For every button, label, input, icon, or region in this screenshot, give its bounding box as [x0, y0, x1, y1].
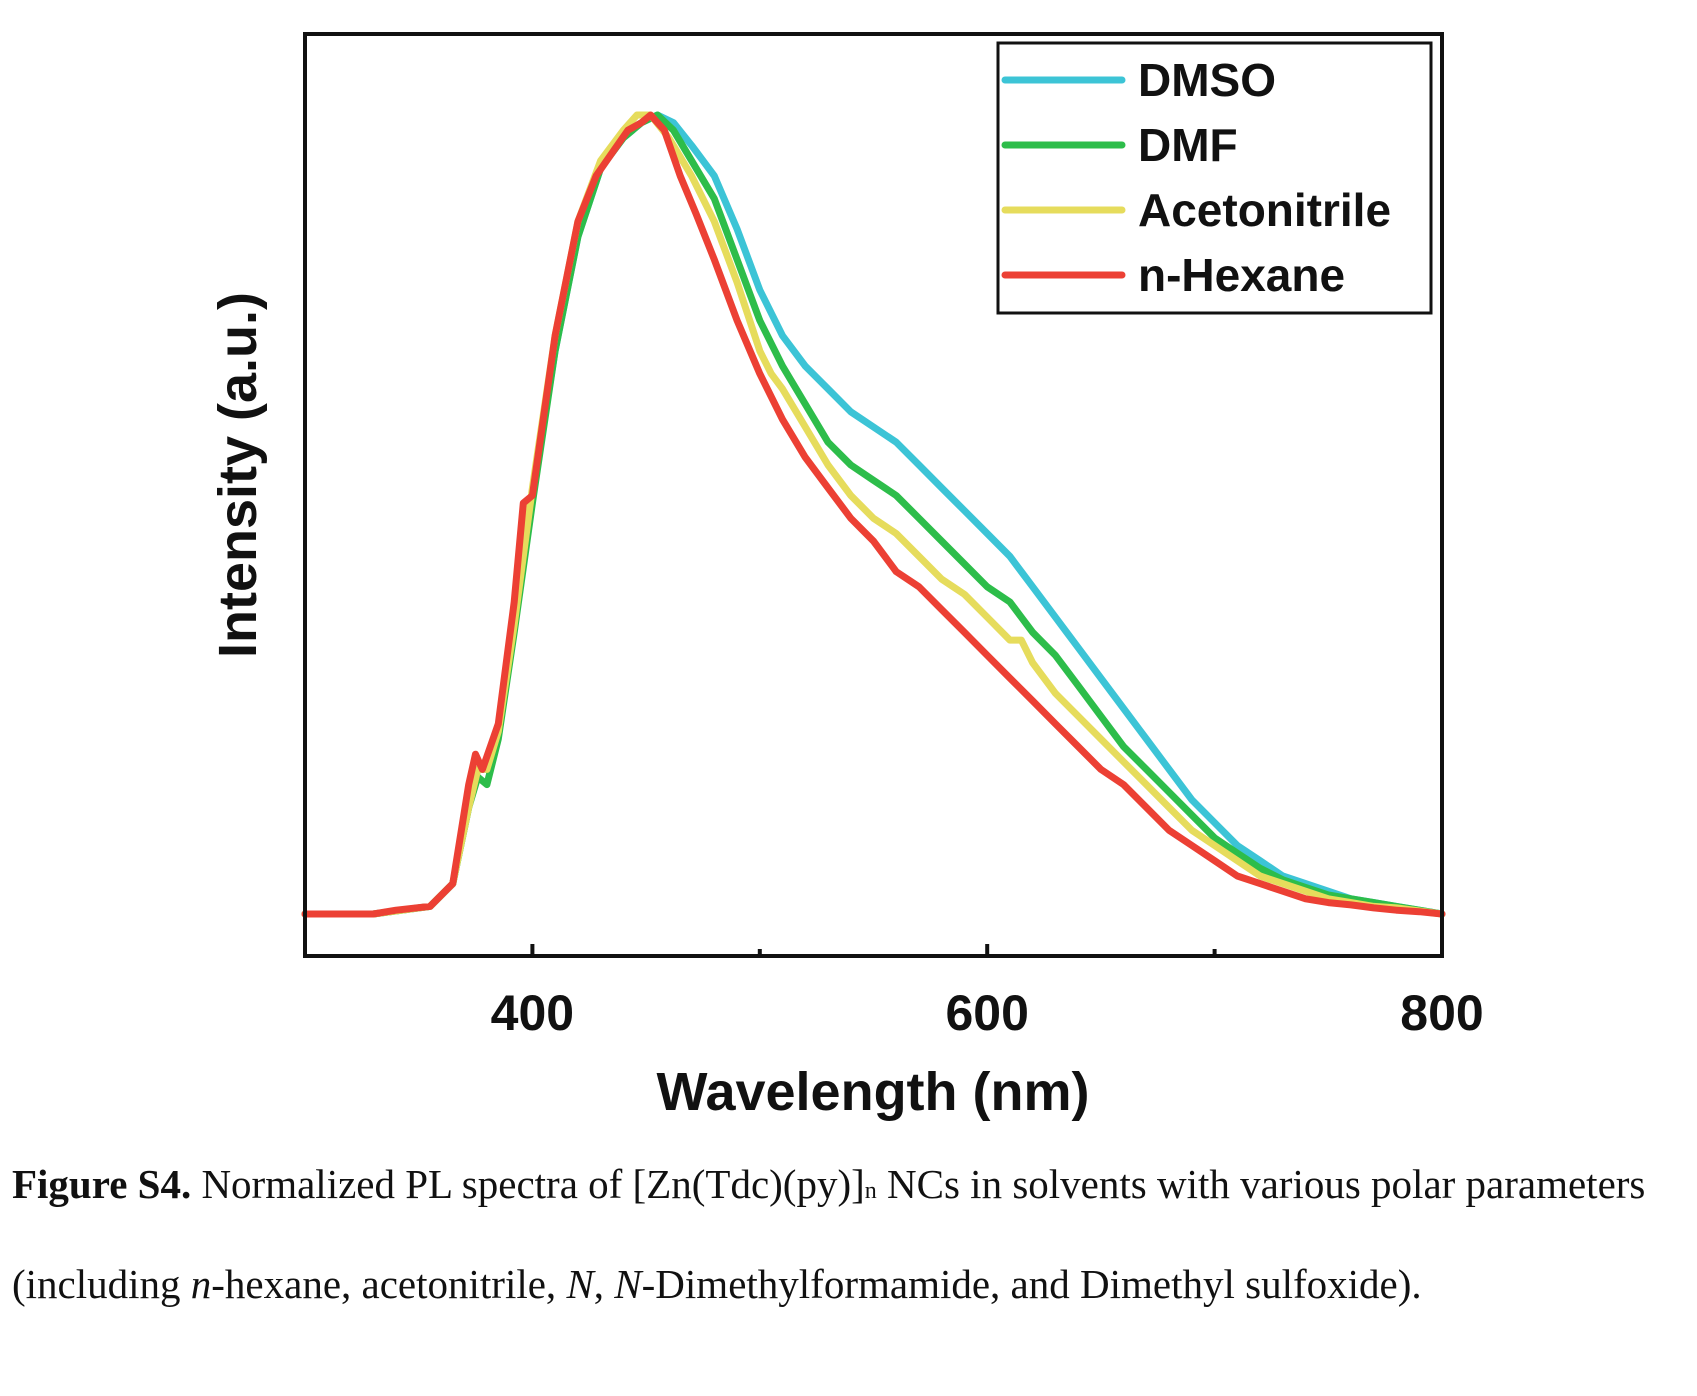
x-axis: 400 600 800	[303, 944, 1484, 1041]
x-tick-label-600: 600	[945, 985, 1028, 1041]
pl-spectra-chart: 400 600 800 Wavelength (nm) Intensity (a.u…	[208, 32, 1484, 1122]
caption-label: Figure S4.	[12, 1161, 192, 1207]
caption-text-1: Normalized PL spectra of [Zn(Tdc)(py)]	[191, 1161, 865, 1207]
caption-italic-N2: N	[614, 1261, 642, 1307]
legend-label-dmso: DMSO	[1138, 54, 1276, 106]
legend-label-n-hexane: n-Hexane	[1138, 249, 1345, 301]
legend-box	[996, 41, 1433, 315]
series-line-acetonitrile	[301, 111, 1446, 918]
x-tick-label-800: 800	[1400, 985, 1483, 1041]
x-tick-label-400: 400	[491, 985, 574, 1041]
y-axis-title: Intensity (a.u.)	[208, 292, 268, 658]
caption-text-3: -hexane, acetonitrile,	[211, 1261, 567, 1307]
legend: DMSO DMF Acetonitrile n-Hexane	[996, 41, 1433, 315]
caption-text-4: ,	[593, 1261, 615, 1307]
caption-italic-N1: N	[566, 1261, 594, 1307]
caption-italic-n: n	[190, 1261, 212, 1307]
x-axis-title: Wavelength (nm)	[656, 1062, 1089, 1122]
series-layer	[301, 111, 1446, 918]
series-line-n-hexane	[301, 111, 1446, 918]
caption-text-2: NCs in solvents with various polar param…	[12, 1161, 1646, 1307]
legend-items: DMSO DMF Acetonitrile n-Hexane	[1001, 54, 1391, 301]
caption-text-5: -Dimethylformamide, and Dimethyl sulfoxi…	[641, 1261, 1422, 1307]
figure-caption: Figure S4. Normalized PL spectra of [Zn(…	[12, 1138, 1684, 1331]
plot-frame	[303, 32, 1444, 958]
legend-label-dmf: DMF	[1138, 119, 1238, 171]
legend-label-acetonitrile: Acetonitrile	[1138, 184, 1391, 236]
caption-subscript: n	[864, 1178, 877, 1204]
